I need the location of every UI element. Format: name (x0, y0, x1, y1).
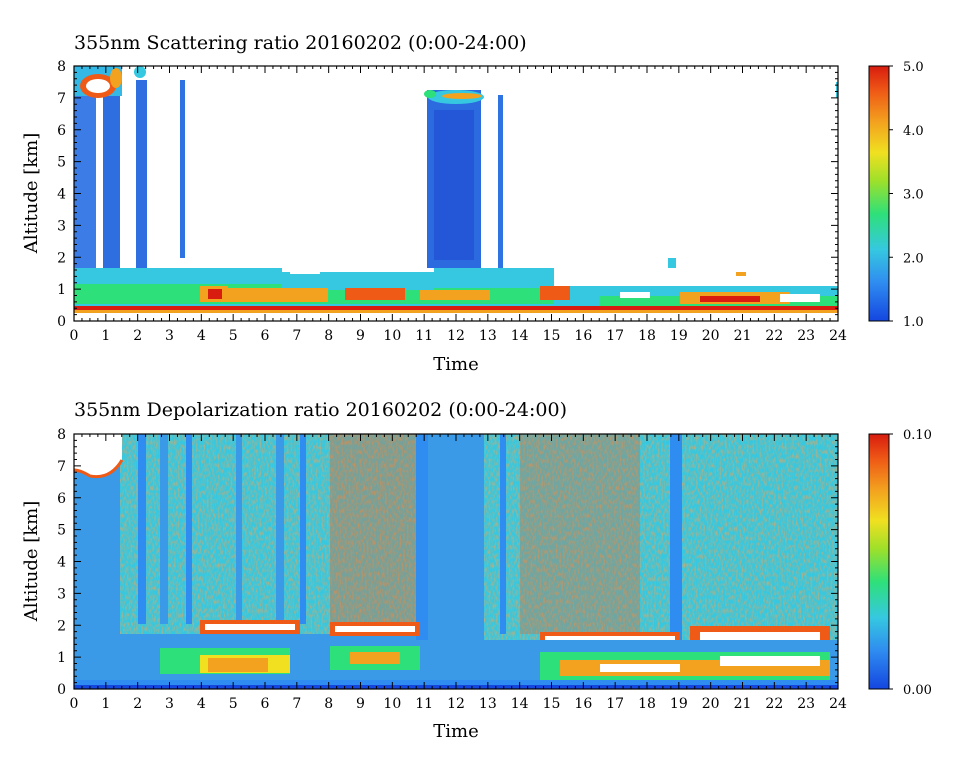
scattering-ratio-x-tick-label: 18 (638, 328, 656, 344)
scattering-ratio-x-tick-label: 8 (324, 328, 333, 344)
depolarization-ratio-y-tick-label: 3 (57, 586, 66, 602)
scattering-ratio-panel: 355nm Scattering ratio 20160202 (0:00-24… (21, 32, 924, 375)
depolarization-ratio-panel: 355nm Depolarization ratio 20160202 (0:0… (21, 399, 932, 742)
depolarization-ratio-x-tick-label: 2 (133, 696, 142, 712)
depolarization-ratio-x-tick-label: 21 (734, 696, 752, 712)
scattering-ratio-x-tick-label: 14 (511, 328, 529, 344)
scattering-ratio-axes: 0 1 2 3 4 5 6 7 8 9 10 11 12 13 14 15 16 17 18 19 20 21 22 23 24… (57, 59, 847, 344)
scattering-ratio-x-tick-label: 3 (165, 328, 174, 344)
depolarization-ratio-x-tick-label: 24 (829, 696, 847, 712)
scattering-ratio-x-tick-label: 16 (574, 328, 592, 344)
depolarization-ratio-x-tick-label: 14 (511, 696, 529, 712)
depolarization-ratio-title: 355nm Depolarization ratio 20160202 (0:0… (74, 399, 567, 421)
scattering-ratio-colorbar-label: 4.0 (903, 124, 924, 139)
scattering-ratio-x-tick-label: 19 (670, 328, 688, 344)
scattering-ratio-y-axis-label: Altitude [km] (21, 133, 42, 255)
depolarization-ratio-x-tick-label: 9 (356, 696, 365, 712)
depolarization-ratio-x-tick-label: 3 (165, 696, 174, 712)
scattering-ratio-colorbar-label: 5.0 (903, 60, 924, 75)
depolarization-ratio-colorbar-label: 0.10 (903, 428, 932, 443)
scattering-ratio-x-tick-label: 15 (543, 328, 561, 344)
depolarization-ratio-x-tick-label: 10 (383, 696, 401, 712)
depolarization-ratio-colorbar-labels: 0.00 0.10 (889, 428, 932, 698)
depolarization-ratio-x-tick-label: 19 (670, 696, 688, 712)
scattering-ratio-x-tick-label: 0 (70, 328, 79, 344)
scattering-ratio-y-tick-label: 2 (57, 250, 66, 266)
scattering-ratio-y-tick-label: 8 (57, 59, 66, 75)
depolarization-ratio-x-tick-label: 22 (765, 696, 783, 712)
depolarization-ratio-x-tick-label: 5 (229, 696, 238, 712)
scattering-ratio-x-tick-label: 13 (479, 328, 497, 344)
depolarization-ratio-colorbar (868, 433, 890, 690)
depolarization-ratio-y-tick-label: 8 (57, 427, 66, 443)
scattering-ratio-y-tick-label: 1 (57, 282, 66, 298)
depolarization-ratio-heatmap (74, 434, 838, 689)
depolarization-ratio-y-tick-label: 7 (57, 459, 66, 475)
scattering-ratio-y-tick-label: 5 (57, 155, 66, 171)
scattering-ratio-x-tick-label: 4 (197, 328, 206, 344)
depolarization-ratio-axes: 0 1 2 3 4 5 6 7 8 9 10 11 12 13 14 15 16 17 18 19 20 21 22 23 24… (57, 427, 847, 712)
scattering-ratio-y-tick-label: 0 (57, 314, 66, 330)
scattering-ratio-heatmap (74, 66, 838, 321)
depolarization-ratio-x-axis-label: Time (433, 721, 478, 742)
depolarization-ratio-y-tick-label: 2 (57, 618, 66, 634)
scattering-ratio-x-tick-label: 12 (447, 328, 465, 344)
scattering-ratio-y-tick-label: 4 (57, 187, 66, 203)
depolarization-ratio-x-tick-label: 0 (70, 696, 79, 712)
scattering-ratio-x-tick-label: 5 (229, 328, 238, 344)
depolarization-ratio-x-tick-label: 17 (606, 696, 624, 712)
depolarization-ratio-x-tick-label: 20 (702, 696, 720, 712)
scattering-ratio-x-tick-label: 1 (101, 328, 110, 344)
depolarization-ratio-y-tick-label: 4 (57, 555, 66, 571)
scattering-ratio-colorbar-label: 1.0 (903, 315, 924, 330)
depolarization-ratio-x-tick-label: 11 (415, 696, 433, 712)
scattering-ratio-y-tick-label: 3 (57, 218, 66, 234)
scattering-ratio-x-tick-label: 21 (734, 328, 752, 344)
depolarization-ratio-y-tick-label: 5 (57, 523, 66, 539)
depolarization-ratio-x-tick-label: 12 (447, 696, 465, 712)
scattering-ratio-title: 355nm Scattering ratio 20160202 (0:00-24… (74, 32, 527, 54)
scattering-ratio-x-tick-label: 17 (606, 328, 624, 344)
scattering-ratio-colorbar-labels: 1.0 2.0 3.0 4.0 5.0 (889, 60, 924, 330)
scattering-ratio-x-tick-label: 2 (133, 328, 142, 344)
scattering-ratio-colorbar (868, 65, 890, 322)
scattering-ratio-x-tick-label: 9 (356, 328, 365, 344)
scattering-ratio-x-tick-label: 24 (829, 328, 847, 344)
depolarization-ratio-x-tick-label: 13 (479, 696, 497, 712)
scattering-ratio-x-tick-label: 6 (261, 328, 270, 344)
depolarization-ratio-x-tick-label: 1 (101, 696, 110, 712)
depolarization-ratio-x-tick-label: 16 (574, 696, 592, 712)
depolarization-ratio-colorbar-label: 0.00 (903, 683, 932, 698)
scattering-ratio-x-tick-label: 20 (702, 328, 720, 344)
scattering-ratio-colorbar-label: 3.0 (903, 188, 924, 203)
depolarization-ratio-y-tick-label: 6 (57, 491, 66, 507)
scattering-ratio-x-tick-label: 22 (765, 328, 783, 344)
depolarization-ratio-y-tick-label: 1 (57, 650, 66, 666)
scattering-ratio-x-tick-label: 10 (383, 328, 401, 344)
depolarization-ratio-x-tick-label: 4 (197, 696, 206, 712)
scattering-ratio-x-tick-label: 7 (292, 328, 301, 344)
depolarization-ratio-x-tick-label: 8 (324, 696, 333, 712)
scattering-ratio-y-tick-label: 6 (57, 123, 66, 139)
depolarization-ratio-x-tick-label: 23 (797, 696, 815, 712)
depolarization-ratio-y-axis-label: Altitude [km] (21, 501, 42, 623)
scattering-ratio-x-tick-label: 23 (797, 328, 815, 344)
depolarization-ratio-x-tick-label: 6 (261, 696, 270, 712)
depolarization-ratio-x-tick-label: 15 (543, 696, 561, 712)
depolarization-ratio-x-tick-label: 18 (638, 696, 656, 712)
scattering-ratio-colorbar-label: 2.0 (903, 251, 924, 266)
depolarization-ratio-x-tick-label: 7 (292, 696, 301, 712)
scattering-ratio-x-tick-label: 11 (415, 328, 433, 344)
depolarization-ratio-y-tick-label: 0 (57, 682, 66, 698)
scattering-ratio-y-tick-label: 7 (57, 91, 66, 107)
scattering-ratio-x-axis-label: Time (433, 354, 478, 375)
